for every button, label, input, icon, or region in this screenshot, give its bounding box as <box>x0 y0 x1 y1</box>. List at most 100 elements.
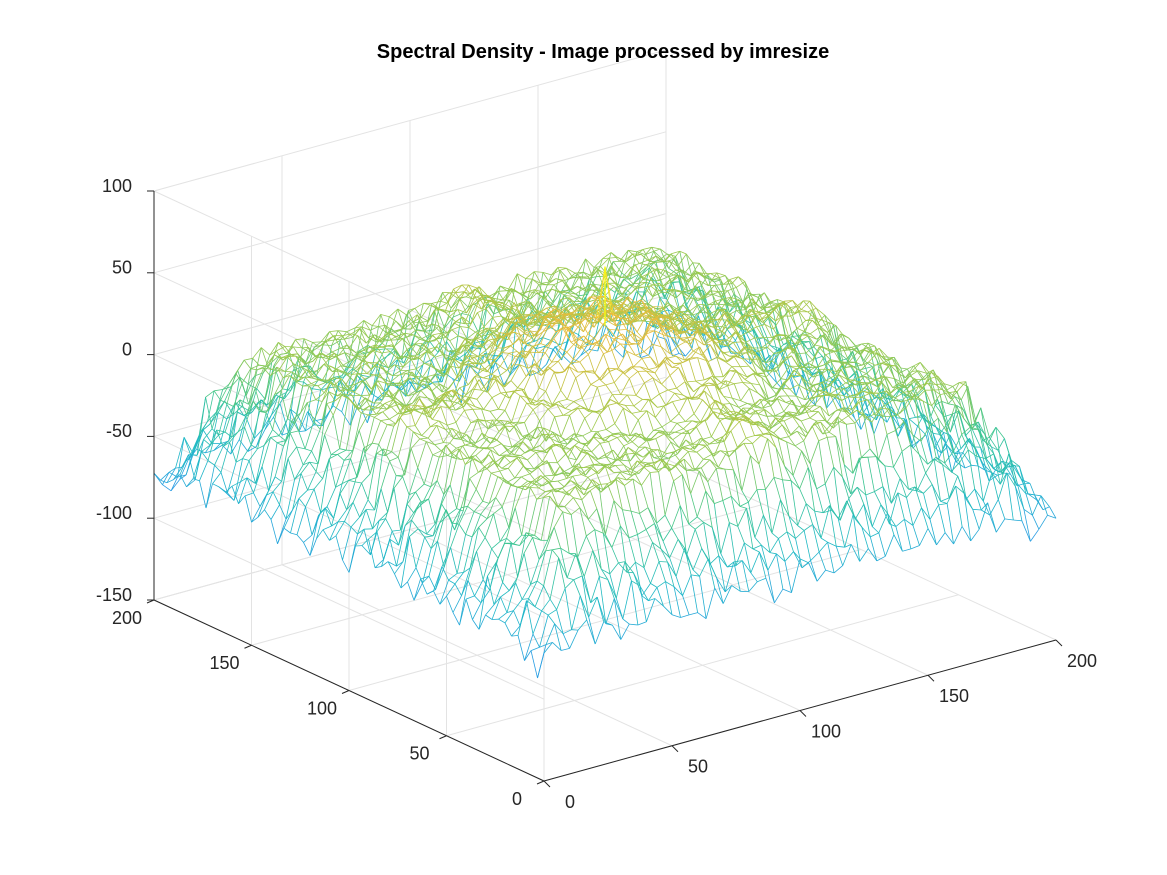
mesh-segment <box>438 342 449 352</box>
mesh-segment <box>269 394 277 410</box>
mesh-segment <box>663 318 673 323</box>
mesh-segment <box>421 304 431 318</box>
mesh-segment <box>659 297 667 299</box>
mesh-segment <box>672 290 681 293</box>
mesh-segment <box>544 288 553 299</box>
mesh-segment <box>410 322 420 330</box>
mesh-segment <box>168 467 176 473</box>
mesh-segment <box>522 314 530 320</box>
mesh-segment <box>712 277 719 281</box>
mesh-segment <box>298 489 308 499</box>
mesh-segment <box>269 396 279 410</box>
mesh-segment <box>355 326 362 329</box>
mesh-segment <box>731 299 739 307</box>
mesh-segment <box>640 306 650 310</box>
mesh-segment <box>406 330 416 338</box>
mesh-segment <box>461 365 471 374</box>
mesh-segment <box>322 525 332 531</box>
mesh-segment <box>708 309 718 315</box>
mesh-segment <box>596 267 604 286</box>
mesh-segment <box>396 336 403 340</box>
mesh-segment <box>506 331 515 335</box>
mesh-segment <box>454 373 462 381</box>
mesh-segment <box>451 329 459 337</box>
mesh-segment <box>721 297 731 309</box>
mesh-segment <box>476 368 486 376</box>
mesh-segment <box>247 375 256 385</box>
mesh-segment <box>343 450 354 461</box>
mesh-segment <box>175 466 183 469</box>
mesh-segment <box>383 346 391 352</box>
mesh-segment <box>280 352 287 355</box>
mesh-segment <box>365 397 375 404</box>
mesh-segment <box>301 367 310 378</box>
mesh-segment <box>361 326 371 331</box>
mesh-segment <box>806 373 814 383</box>
mesh-segment <box>525 289 536 301</box>
mesh-segment <box>567 313 577 325</box>
mesh-segment <box>568 286 578 290</box>
mesh-segment <box>493 360 501 367</box>
mesh-segment <box>292 498 300 511</box>
mesh-segment <box>388 389 396 402</box>
mesh-segment <box>574 271 584 274</box>
mesh-segment <box>528 310 538 315</box>
mesh-segment <box>397 308 405 329</box>
surface-mesh <box>153 246 1057 679</box>
mesh-segment <box>319 403 328 430</box>
mesh-segment <box>283 375 290 379</box>
mesh-segment <box>338 344 348 356</box>
mesh-segment <box>695 285 703 299</box>
mesh-segment <box>707 275 715 283</box>
mesh-segment <box>518 318 526 335</box>
mesh-segment <box>408 320 416 331</box>
mesh-segment <box>580 305 588 311</box>
mesh-segment <box>272 429 280 436</box>
mesh-segment <box>708 300 716 306</box>
mesh-segment <box>331 521 339 527</box>
mesh-segment <box>235 458 243 463</box>
mesh-segment <box>517 273 526 279</box>
mesh-segment <box>685 294 693 307</box>
mesh-segment <box>464 303 474 324</box>
mesh-segment <box>313 420 321 430</box>
mesh-segment <box>414 383 424 395</box>
mesh-segment <box>312 353 320 362</box>
mesh-segment <box>296 534 304 543</box>
mesh-segment <box>465 296 473 300</box>
mesh-segment <box>362 360 370 363</box>
mesh-segment <box>313 401 323 422</box>
mesh-segment <box>520 301 529 304</box>
mesh-segment <box>464 338 473 353</box>
mesh-segment <box>500 285 509 290</box>
mesh-segment <box>536 272 544 315</box>
mesh-segment <box>681 269 690 283</box>
mesh-segment <box>685 348 693 357</box>
mesh-segment <box>416 314 427 327</box>
mesh-segment <box>656 288 666 292</box>
mesh-segment <box>726 328 736 341</box>
mesh-segment <box>744 281 752 295</box>
mesh-segment <box>742 309 750 317</box>
mesh-segment <box>263 437 271 446</box>
mesh-segment <box>471 345 481 353</box>
mesh-segment <box>225 492 235 501</box>
mesh-segment <box>391 344 401 358</box>
mesh-segment <box>213 444 223 451</box>
mesh-segment <box>580 296 590 307</box>
mesh-segment <box>384 325 393 335</box>
mesh-segment <box>393 399 401 405</box>
mesh-segment <box>453 284 463 290</box>
mesh-segment <box>373 395 383 401</box>
mesh-segment <box>339 340 349 363</box>
mesh-segment <box>625 255 635 262</box>
mesh-segment <box>344 336 354 340</box>
mesh-segment <box>667 274 674 278</box>
mesh-segment <box>290 430 299 434</box>
mesh-segment <box>442 309 450 317</box>
mesh-segment <box>407 379 417 393</box>
mesh-segment <box>177 437 185 478</box>
mesh-segment <box>689 304 699 312</box>
mesh-segment <box>636 272 644 280</box>
mesh-segment <box>329 355 337 360</box>
